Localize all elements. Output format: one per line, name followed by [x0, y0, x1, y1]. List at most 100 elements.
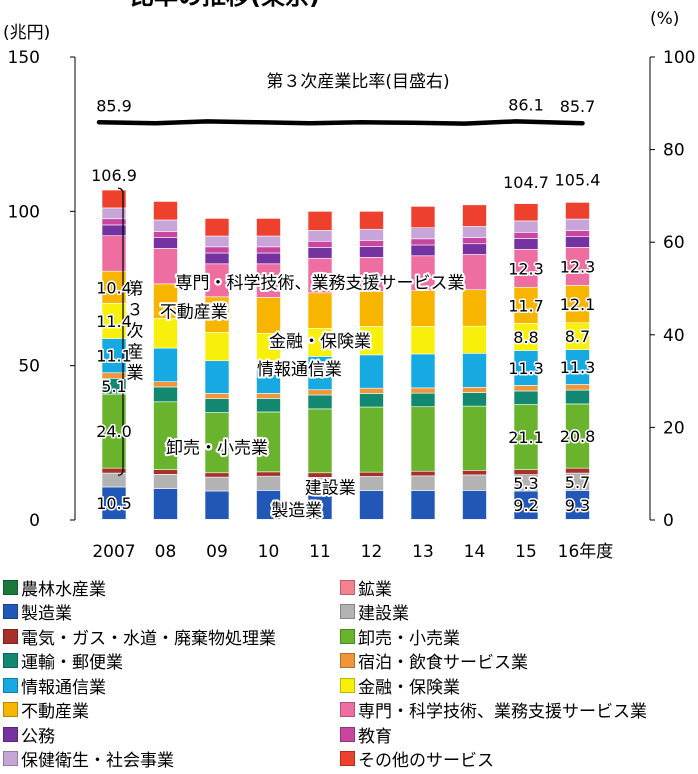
bracket-label-char: 第 [127, 280, 144, 300]
bar-segment [359, 211, 384, 230]
legend-label: 教育 [358, 726, 392, 747]
segment-value-label: 5.7 [565, 473, 590, 492]
bar-segment [153, 219, 178, 232]
bar-segment [204, 398, 230, 413]
legend-swatch [3, 726, 18, 742]
bar-14 [462, 204, 487, 521]
bracket-label-char: 業 [127, 364, 144, 384]
legend-item: 宿泊・飲食サービス業 [340, 649, 528, 673]
legend-item: 電気・ガス・水道・廃棄物処理業 [3, 624, 276, 649]
legend-label: 金融・保険業 [358, 677, 460, 698]
legend-swatch [3, 579, 18, 595]
bar-segment [410, 238, 436, 246]
legend-item: 農林水産業 [3, 575, 106, 600]
bar-segment [410, 470, 436, 477]
legend: 農林水産業 鉱業 製造業 建設業 電気・ガス・水道・廃棄物処理業 卸売・小売業 運輸・郵便業… [0, 575, 698, 774]
right-tick-label: 80 [663, 141, 685, 161]
bracket-line [117, 187, 124, 476]
series-annotation-label: 専門・科学技術、業務支援サービス業 [176, 273, 465, 293]
chart-title: 比率の推移(東京) [130, 0, 320, 10]
bar-segment [307, 394, 333, 410]
x-tick-label: 2007 [92, 542, 135, 562]
bar-segment [256, 490, 281, 520]
legend-label: 建設業 [358, 604, 409, 624]
bar-segment [565, 490, 590, 520]
legend-swatch [3, 653, 18, 668]
bar-segment [153, 386, 178, 403]
bar-segment [462, 470, 487, 476]
left-tick-label: 100 [8, 202, 40, 222]
segment-value-label: 12.3 [560, 257, 596, 276]
left-tick-label: 0 [29, 511, 40, 531]
x-tick-label: 14 [464, 542, 486, 562]
bar-segment [256, 411, 281, 473]
bar-segment [256, 332, 281, 362]
bar-12 [359, 211, 384, 521]
bar-segment [462, 353, 487, 388]
bar-segment [307, 240, 333, 248]
bar-10 [256, 218, 281, 521]
series-annotation-label: 金融・保険業 [269, 332, 371, 352]
segment-value-label: 10.4 [96, 278, 132, 297]
bar-segment [256, 252, 281, 265]
legend-swatch [3, 604, 18, 619]
bar-segment [410, 326, 436, 355]
legend-label: 情報通信業 [21, 677, 106, 698]
legend-item: 公務 [3, 722, 55, 747]
segment-value-label: 11.7 [508, 296, 544, 315]
x-tick-label: 11 [309, 542, 331, 562]
bars-group [101, 189, 590, 521]
bar-16年度 [565, 202, 590, 521]
bar-segment [256, 297, 281, 334]
bar-segment [410, 490, 436, 520]
x-tick-label: 16年度 [558, 542, 614, 562]
bar-segment [153, 237, 178, 249]
left-axis: 0 50 100 150 [8, 48, 76, 531]
bar-segment [204, 412, 230, 474]
legend-label: 鉱業 [358, 579, 392, 600]
series-annotation-label: 卸売・小売業 [166, 438, 268, 458]
segment-value-label: 12.3 [508, 259, 544, 278]
segment-value-label: 12.1 [560, 295, 596, 314]
bar-segment [565, 218, 590, 231]
bar-segment [256, 218, 281, 237]
segment-value-label: 24.0 [96, 422, 132, 441]
legend-item: その他のサービス [340, 747, 494, 771]
bracket-label-char: ３ [127, 301, 144, 321]
segment-value-label: 9.2 [513, 496, 538, 515]
bar-segment [410, 392, 436, 408]
bar-segment [462, 474, 487, 491]
legend-label: 不動産業 [21, 702, 89, 722]
left-axis-unit: (兆円) [3, 23, 50, 43]
bar-segment [359, 228, 384, 241]
x-tick-label: 15 [515, 542, 537, 562]
legend-item: 教育 [340, 722, 392, 747]
segment-value-label: 8.7 [565, 327, 590, 346]
bar-2007 [101, 189, 127, 521]
legend-item: 金融・保険業 [340, 673, 460, 698]
bar-segment [307, 491, 333, 520]
bar-segment [153, 381, 178, 388]
legend-swatch [340, 677, 355, 693]
legend-label: 農林水産業 [21, 579, 106, 600]
bar-segment [410, 475, 436, 491]
third-sector-bracket: 第３次産業 [117, 187, 145, 476]
segment-value-label: 11.4 [96, 312, 132, 331]
bar-segment [256, 235, 281, 248]
bar-segment [101, 235, 127, 272]
ratio-value-label: 85.9 [96, 96, 132, 115]
bar-segment [153, 231, 178, 238]
bar-segment [513, 385, 539, 392]
segment-value-label: 21.1 [508, 428, 544, 447]
bar-segment [204, 360, 230, 394]
legend-label: 宿泊・飲食サービス業 [358, 653, 528, 673]
x-tick-label: 10 [258, 542, 280, 562]
total-label: 106.9 [91, 166, 137, 185]
bar-08 [153, 201, 178, 521]
legend-label: 電気・ガス・水道・廃棄物処理業 [21, 628, 276, 649]
legend-item: 不動産業 [3, 698, 89, 722]
bar-segment [359, 490, 384, 520]
legend-label: その他のサービス [358, 751, 494, 771]
bar-segment [565, 247, 590, 286]
segment-value-label: 11.1 [96, 347, 132, 366]
